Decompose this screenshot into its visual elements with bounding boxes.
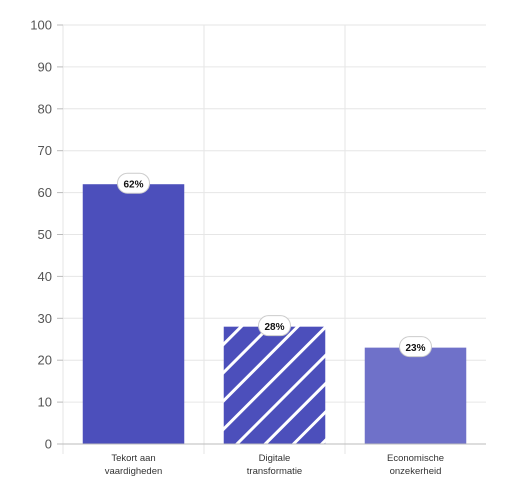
y-tick-label: 100 xyxy=(30,18,52,33)
y-axis: 0 10 20 30 40 50 60 70 80 90 100 xyxy=(30,18,63,452)
data-labels: 62% 28% 23% xyxy=(117,172,432,358)
data-label-3: 23% xyxy=(405,343,425,354)
data-label-1: 62% xyxy=(123,180,143,191)
y-tick-label: 0 xyxy=(45,437,52,452)
y-tick-label: 20 xyxy=(38,353,52,368)
y-tick-label: 30 xyxy=(38,311,52,326)
bar-3 xyxy=(364,347,467,444)
data-label-bg xyxy=(258,315,291,337)
bar-2 xyxy=(223,326,326,444)
y-tick-label: 90 xyxy=(38,59,52,74)
bars xyxy=(82,184,467,444)
y-tick-label: 50 xyxy=(38,227,52,242)
y-tick-label: 70 xyxy=(38,143,52,158)
x-tick-label: Economische xyxy=(387,453,444,464)
x-tick-label: Tekort aan xyxy=(111,453,155,464)
x-tick-label: transformatie xyxy=(247,466,302,477)
data-label-bg xyxy=(399,336,432,358)
x-axis: Tekort aan vaardigheden Digitale transforma… xyxy=(63,443,486,477)
bar-1 xyxy=(82,184,185,444)
x-tick-label: onzekerheid xyxy=(390,466,442,477)
y-tick-label: 40 xyxy=(38,269,52,284)
data-label-2: 28% xyxy=(264,322,284,333)
data-label-bg xyxy=(117,172,150,194)
y-tick-label: 10 xyxy=(38,395,52,410)
x-tick-label: vaardigheden xyxy=(105,466,163,477)
x-tick-label: Digitale xyxy=(259,453,291,464)
y-tick-label: 60 xyxy=(38,185,52,200)
y-tick-label: 80 xyxy=(38,101,52,116)
